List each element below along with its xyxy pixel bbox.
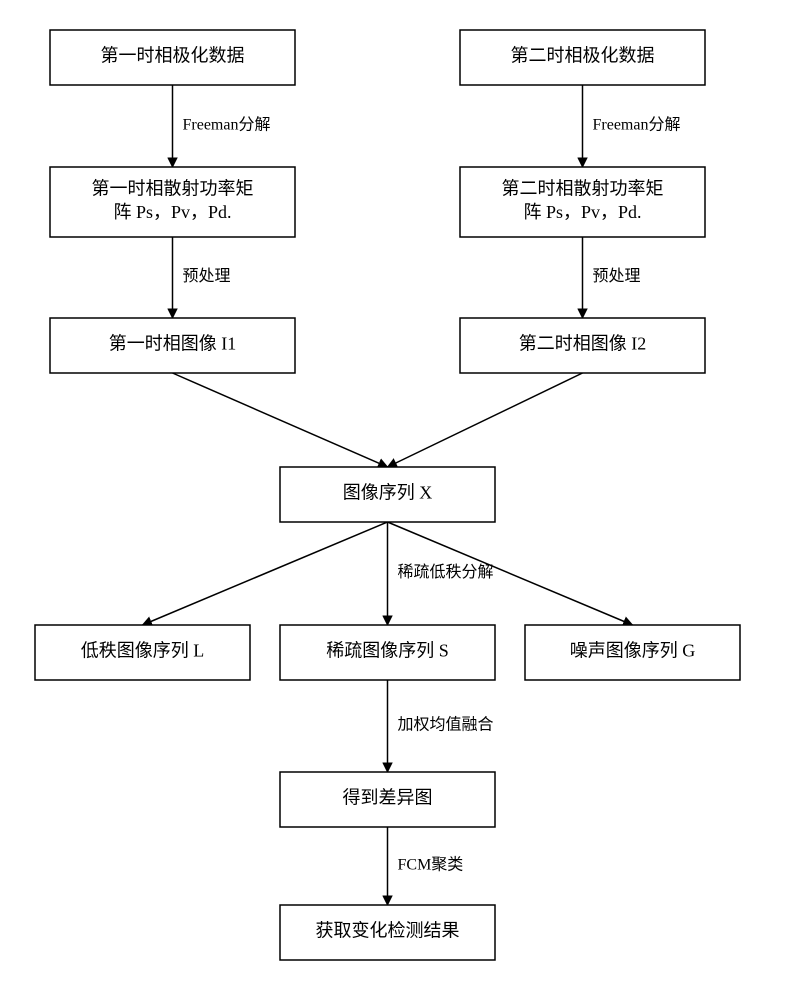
node-label: 第一时相图像 I1 <box>109 334 237 354</box>
flow-node: 得到差异图 <box>280 772 495 827</box>
node-label: 图像序列 X <box>343 483 433 503</box>
flow-node: 第一时相图像 I1 <box>50 318 295 373</box>
node-label: 稀疏图像序列 S <box>326 641 449 661</box>
node-label: 噪声图像序列 G <box>570 641 696 661</box>
edge-label: 加权均值融合 <box>398 716 494 734</box>
flow-node: 第一时相极化数据 <box>50 30 295 85</box>
edge-label: Freeman分解 <box>183 116 271 134</box>
node-label: 第二时相散射功率矩 <box>502 178 664 198</box>
edge-label: 稀疏低秩分解 <box>398 563 494 581</box>
node-label: 第一时相散射功率矩 <box>92 178 254 198</box>
edge-label: 预处理 <box>183 267 231 285</box>
flow-node: 第一时相散射功率矩阵 Ps，Pv，Pd. <box>50 167 295 237</box>
node-label: 低秩图像序列 L <box>81 641 205 661</box>
node-label: 第一时相极化数据 <box>101 46 245 66</box>
edge-label: 预处理 <box>593 267 641 285</box>
flowchart-diagram: Freeman分解Freeman分解预处理预处理稀疏低秩分解加权均值融合FCM聚… <box>0 0 785 1000</box>
flow-node: 获取变化检测结果 <box>280 905 495 960</box>
node-label: 获取变化检测结果 <box>316 921 460 941</box>
node-label: 第二时相极化数据 <box>511 46 655 66</box>
edge-label: FCM聚类 <box>398 856 464 874</box>
flow-node: 第二时相图像 I2 <box>460 318 705 373</box>
flow-node: 第二时相散射功率矩阵 Ps，Pv，Pd. <box>460 167 705 237</box>
flow-node: 稀疏图像序列 S <box>280 625 495 680</box>
flow-node: 低秩图像序列 L <box>35 625 250 680</box>
node-label: 阵 Ps，Pv，Pd. <box>523 202 641 222</box>
node-label: 第二时相图像 I2 <box>519 334 647 354</box>
edge-label: Freeman分解 <box>593 116 681 134</box>
node-label: 阵 Ps，Pv，Pd. <box>113 202 231 222</box>
flow-node: 图像序列 X <box>280 467 495 522</box>
flow-node: 噪声图像序列 G <box>525 625 740 680</box>
flow-node: 第二时相极化数据 <box>460 30 705 85</box>
node-label: 得到差异图 <box>343 788 433 808</box>
